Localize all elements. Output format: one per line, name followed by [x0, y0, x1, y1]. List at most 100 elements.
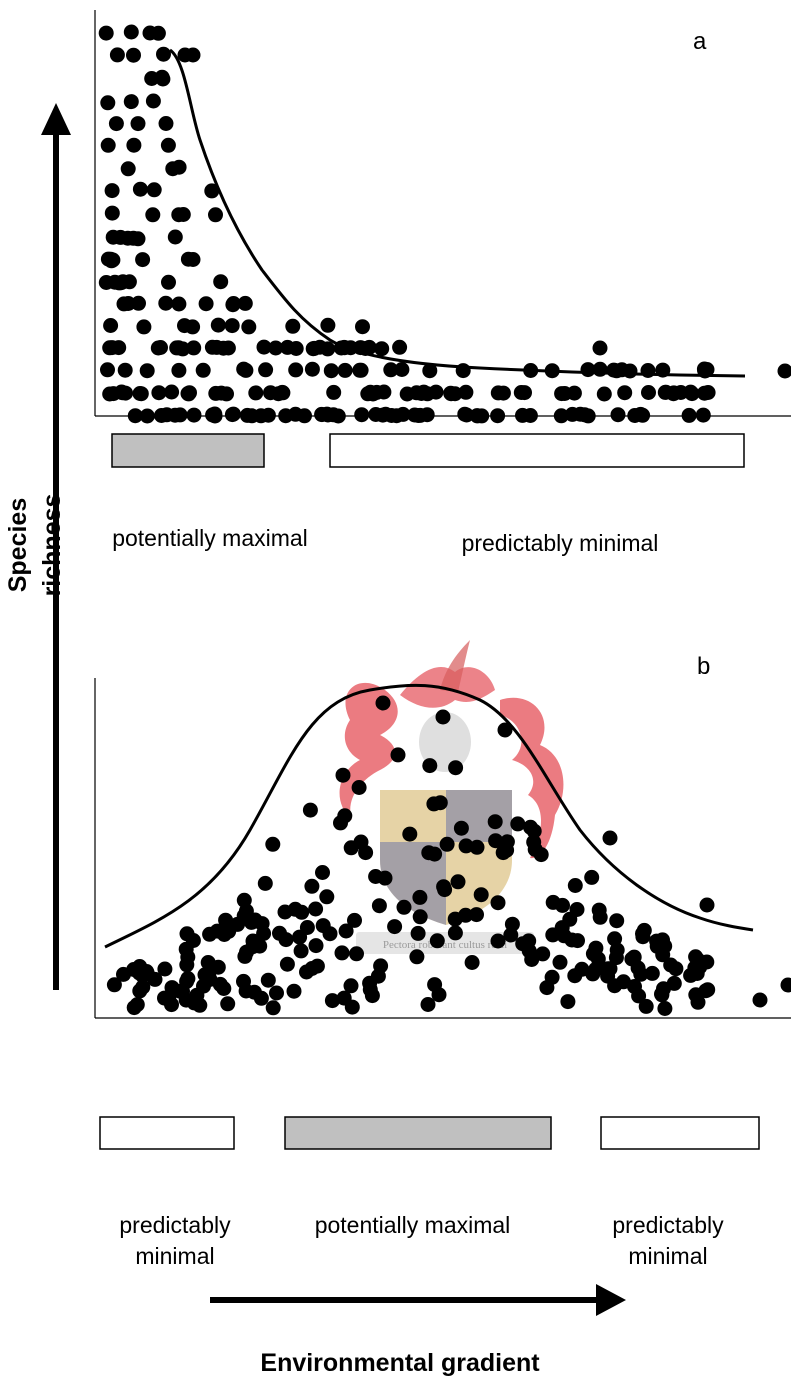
scatter-point — [105, 229, 121, 245]
scatter-point — [515, 407, 530, 423]
scatter-point — [422, 758, 438, 774]
scatter-point — [609, 913, 625, 929]
watermark-plume — [440, 640, 470, 692]
scatter-point — [180, 251, 196, 267]
scatter-point — [306, 340, 322, 356]
scatter-point — [390, 747, 406, 763]
scatter-point — [208, 385, 224, 401]
scatter-point — [422, 363, 438, 379]
scatter-point — [256, 339, 272, 355]
scatter-point — [100, 137, 116, 153]
scatter-point — [299, 920, 315, 935]
scatter-point — [200, 955, 216, 970]
scatter-point — [126, 137, 142, 153]
scatter-point — [308, 901, 324, 917]
scatter-point — [343, 840, 359, 856]
scatter-point — [320, 317, 336, 333]
scatter-point — [624, 951, 640, 967]
scatter-point — [161, 274, 176, 290]
scatter-point — [663, 957, 679, 973]
scatter-point — [269, 985, 284, 1001]
scatter-point — [195, 362, 211, 378]
scatter-point — [136, 319, 152, 335]
scatter-point — [523, 819, 538, 835]
x-arrow-head — [596, 1284, 626, 1316]
scatter-point — [412, 909, 428, 925]
scatter-point — [334, 945, 350, 961]
x-axis-title: Environmental gradient — [260, 1349, 540, 1377]
scatter-point — [103, 318, 119, 333]
scatter-point — [265, 836, 281, 852]
panel-b-axes — [94, 678, 791, 1019]
scatter-point — [302, 802, 318, 818]
scatter-point — [570, 933, 585, 949]
scatter-point — [552, 954, 568, 970]
scatter-point — [427, 977, 443, 993]
scatter-point — [473, 887, 489, 903]
scatter-point — [213, 274, 229, 290]
scatter-point — [208, 207, 223, 223]
scatter-point — [610, 407, 626, 423]
scatter-point — [123, 24, 139, 40]
scatter-point — [464, 955, 480, 970]
scatter-point — [560, 994, 576, 1010]
scatter-point — [248, 385, 264, 401]
scatter-point — [458, 384, 474, 400]
watermark-shield-quarter-blue-1 — [446, 790, 512, 842]
panel-a-trend-curve — [168, 48, 746, 378]
panel-a-open-bar — [329, 433, 745, 468]
scatter-point — [351, 780, 367, 795]
scatter-point — [202, 926, 218, 942]
scatter-point — [126, 1000, 142, 1016]
watermark-helmet — [419, 712, 471, 772]
scatter-point — [145, 93, 161, 109]
panel-b-right-label-line1: predictably — [612, 1212, 724, 1238]
panel-b-trend-curve — [104, 683, 754, 949]
scatter-point — [106, 977, 122, 993]
scatter-point — [622, 363, 638, 379]
scatter-point — [780, 977, 791, 993]
scatter-point — [337, 362, 353, 378]
scatter-point — [126, 962, 142, 977]
scatter-point — [260, 972, 276, 988]
scatter-point — [278, 408, 294, 424]
scatter-point — [447, 386, 463, 402]
scatter-point — [387, 919, 403, 935]
scatter-point — [192, 997, 208, 1013]
scatter-point — [638, 998, 654, 1014]
scatter-point — [450, 874, 466, 890]
scatter-point — [175, 341, 191, 357]
scatter-point — [215, 340, 231, 356]
scatter-point — [374, 341, 390, 357]
scatter-point — [469, 839, 485, 855]
scatter-point — [225, 406, 241, 422]
scatter-point — [132, 181, 148, 197]
y-axis-title: Species richness — [4, 493, 66, 597]
scatter-point — [130, 116, 146, 132]
scatter-point — [432, 795, 448, 811]
scatter-point — [158, 116, 174, 131]
scatter-point — [278, 932, 294, 948]
scatter-point — [402, 826, 418, 842]
scatter-point — [439, 836, 455, 852]
scatter-point — [147, 971, 163, 987]
scatter-point — [202, 971, 218, 987]
scatter-point — [319, 889, 335, 905]
scatter-point — [457, 406, 473, 422]
scatter-point — [488, 833, 504, 849]
scatter-point — [167, 229, 183, 245]
scatter-point — [177, 318, 192, 334]
scatter-point — [373, 958, 389, 974]
scatter-point — [324, 993, 340, 1009]
scatter-point — [376, 384, 392, 400]
scatter-point — [104, 205, 120, 221]
scatter-point — [304, 878, 320, 894]
scatter-point — [182, 385, 197, 401]
scatter-point — [469, 408, 485, 424]
scatter-point — [145, 207, 161, 223]
watermark-motto: Pectora roborant cultus recti — [383, 939, 507, 951]
scatter-point — [697, 385, 712, 401]
scatter-point — [275, 385, 291, 401]
scatter-point — [555, 897, 570, 913]
